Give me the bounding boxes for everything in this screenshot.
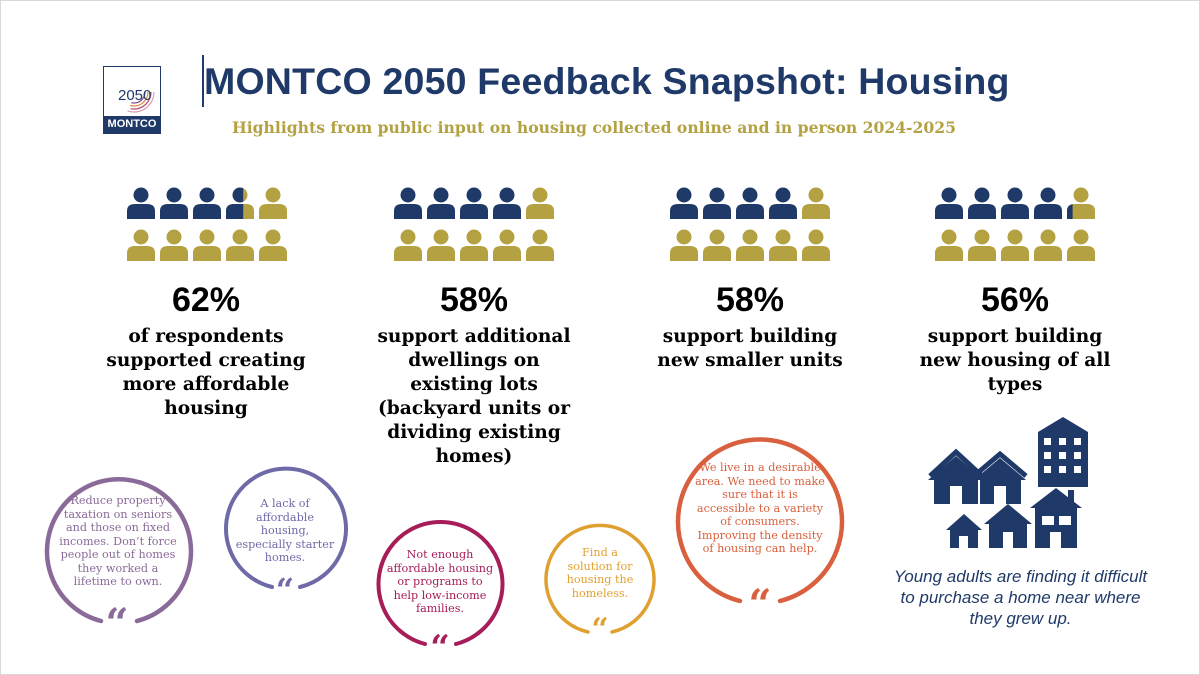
person-icon (460, 187, 488, 219)
page-title: MONTCO 2050 Feedback Snapshot: Housing (204, 60, 1010, 102)
quote-bubble-low-income: Not enough affordable housing or program… (370, 510, 510, 668)
person-icon (769, 229, 797, 261)
person-icon (460, 229, 488, 261)
people-icon-grid (127, 187, 287, 261)
person-icon (226, 229, 254, 261)
quote-ring-icon (44, 477, 194, 624)
person-icon (127, 229, 155, 261)
quote-text: Not enough affordable housing or program… (386, 548, 494, 615)
houses-caption: Young adults are finding it difficult to… (893, 567, 1148, 628)
people-icon-grid (394, 187, 554, 261)
person-icon (493, 229, 521, 261)
houses-and-apartment-icon (928, 417, 1088, 548)
stat-description: support building new smaller units (657, 326, 843, 371)
person-icon (703, 187, 731, 219)
quote-text: Find a solution for housing the homeless… (566, 546, 634, 600)
quote-text: A lack of affordable housing, especially… (235, 497, 335, 564)
quote-ring-icon (376, 520, 505, 646)
person-icon (1067, 229, 1095, 261)
stat-description: of respondents supported creating more a… (106, 326, 306, 419)
quote-mark-icon: “ (748, 581, 772, 628)
person-icon (526, 229, 554, 261)
quote-mark-icon: “ (105, 600, 129, 647)
person-icon (703, 229, 731, 261)
quote-text: Reduce property taxation on seniors and … (59, 494, 177, 588)
quote-bubble-homeless: Find a solution for housing the homeless… (540, 520, 660, 650)
quote-mark-icon: “ (591, 612, 609, 647)
person-icon (968, 229, 996, 261)
person-icon (193, 229, 221, 261)
person-icon (226, 187, 254, 219)
person-icon (1001, 229, 1029, 261)
person-icon (935, 229, 963, 261)
stat-percent: 58% (715, 281, 785, 319)
person-icon (670, 187, 698, 219)
stat-percent: 56% (980, 281, 1050, 319)
person-icon (802, 229, 830, 261)
person-icon (1034, 187, 1062, 219)
quote-ring-icon (224, 466, 348, 589)
quote-mark-icon: “ (430, 628, 450, 668)
people-icon-grid (670, 187, 830, 261)
person-icon (1001, 187, 1029, 219)
stat-description: support additional dwellings on existing… (377, 326, 571, 467)
person-icon (127, 187, 155, 219)
person-icon (968, 187, 996, 219)
logo-rings-icon (113, 71, 155, 113)
title-divider (202, 55, 204, 107)
person-icon (394, 229, 422, 261)
person-icon (769, 187, 797, 219)
quote-ring-icon (675, 437, 845, 604)
person-icon (670, 229, 698, 261)
person-icon (736, 229, 764, 261)
quote-bubble-starter-homes: A lack of affordable housing, especially… (220, 455, 350, 609)
logo-name: MONTCO (104, 116, 160, 133)
person-icon (493, 187, 521, 219)
person-icon (427, 229, 455, 261)
person-icon (1067, 187, 1095, 219)
person-icon (427, 187, 455, 219)
montco-2050-logo: 2050 MONTCO (103, 66, 161, 134)
page-subtitle: Highlights from public input on housing … (232, 118, 956, 137)
quote-text: We live in a desirable area. We need to … (695, 461, 825, 555)
quote-bubble-density: We live in a desirable area. We need to … (670, 425, 850, 628)
stat-percent: 62% (171, 281, 241, 319)
person-icon (1034, 229, 1062, 261)
person-icon (193, 187, 221, 219)
logo-year: 2050 (118, 87, 152, 104)
person-icon (259, 187, 287, 219)
person-icon (736, 187, 764, 219)
stat-percent: 58% (439, 281, 509, 319)
person-icon (935, 187, 963, 219)
people-icon-grid (935, 187, 1095, 261)
person-icon (160, 187, 188, 219)
person-icon (259, 229, 287, 261)
stat-description: support building new housing of all type… (919, 326, 1111, 395)
person-icon (160, 229, 188, 261)
person-icon (394, 187, 422, 219)
quote-mark-icon: “ (275, 571, 295, 609)
quote-ring-icon (544, 523, 656, 634)
person-icon (802, 187, 830, 219)
person-icon (526, 187, 554, 219)
quote-bubble-property-tax: Reduce property taxation on seniors and … (35, 458, 200, 647)
